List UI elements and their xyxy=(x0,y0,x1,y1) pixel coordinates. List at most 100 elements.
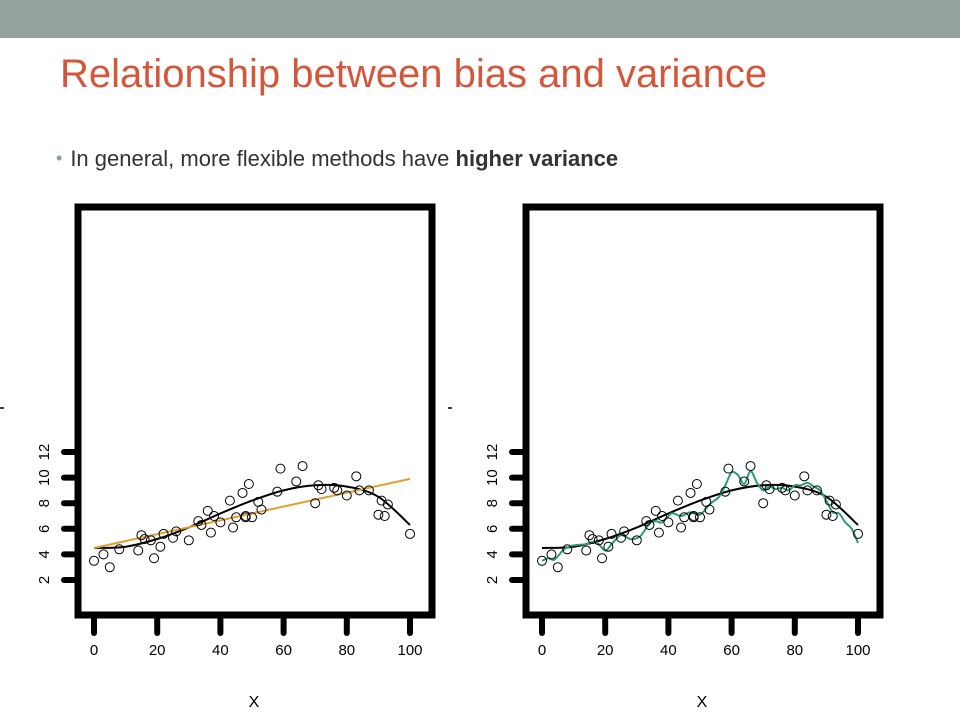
data-point xyxy=(275,463,286,474)
data-point xyxy=(799,471,810,482)
x-tick-label: 100 xyxy=(845,642,870,659)
data-point xyxy=(341,490,352,501)
data-point xyxy=(653,527,664,538)
data-point xyxy=(136,530,147,541)
data-point xyxy=(761,480,772,491)
data-point xyxy=(789,490,800,501)
data-point xyxy=(243,479,254,489)
data-point xyxy=(650,505,661,516)
x-axis-label: X xyxy=(697,694,708,711)
data-point xyxy=(104,562,115,573)
data-point xyxy=(676,522,687,533)
data-point xyxy=(382,499,393,510)
data-point xyxy=(631,535,642,546)
data-point xyxy=(780,485,791,496)
x-tick-label: 40 xyxy=(660,642,677,659)
data-point xyxy=(329,482,340,493)
data-point xyxy=(155,541,166,552)
data-point xyxy=(764,484,775,495)
y-tick-label: 4 xyxy=(484,550,501,558)
y-axis-label: Y xyxy=(448,402,456,413)
data-point xyxy=(209,511,220,521)
plot-frame xyxy=(522,203,884,619)
data-point xyxy=(691,479,702,489)
data-point xyxy=(603,541,614,552)
data-point xyxy=(240,512,251,523)
y-axis-label: Y xyxy=(0,402,8,413)
data-point xyxy=(193,516,204,527)
data-point xyxy=(158,528,169,539)
x-tick-label: 100 xyxy=(397,642,422,659)
data-point xyxy=(644,519,655,530)
data-point xyxy=(584,530,595,541)
data-point xyxy=(205,527,216,538)
chart-svg: 0 20 40 60 80 100 2 4 6 8 10 12 X Y xyxy=(0,203,436,711)
data-point xyxy=(597,553,608,564)
data-point xyxy=(546,549,557,560)
data-point xyxy=(202,505,213,516)
data-point xyxy=(256,504,267,515)
x-tick-label: 0 xyxy=(538,642,546,659)
bullet-text: In general, more flexible methods have xyxy=(70,146,456,171)
data-point xyxy=(695,512,705,523)
data-point xyxy=(811,485,822,496)
data-point xyxy=(133,545,144,556)
data-point xyxy=(581,545,592,556)
data-point xyxy=(720,486,731,497)
data-point xyxy=(171,526,182,537)
data-point xyxy=(224,495,235,506)
data-point xyxy=(827,511,838,521)
data-point xyxy=(587,534,598,545)
data-point xyxy=(745,461,756,472)
x-axis-label: X xyxy=(249,694,260,711)
data-point xyxy=(313,480,324,491)
data-point xyxy=(363,485,374,496)
data-point xyxy=(853,528,863,539)
data-point xyxy=(704,504,715,515)
data-point xyxy=(351,471,362,482)
x-tick-label: 60 xyxy=(275,642,292,659)
data-point xyxy=(237,487,248,498)
y-tick-label: 12 xyxy=(36,444,53,461)
y-tick-label: 4 xyxy=(36,550,53,558)
data-point xyxy=(552,562,563,573)
bullet-point: • In general, more flexible methods have … xyxy=(56,146,618,172)
data-point xyxy=(663,517,674,528)
data-point xyxy=(332,485,343,496)
data-point xyxy=(405,528,415,539)
y-tick-label: 8 xyxy=(484,499,501,507)
data-point xyxy=(168,532,178,543)
data-point xyxy=(688,512,699,523)
data-point xyxy=(196,519,207,530)
y-tick-label: 12 xyxy=(484,444,501,461)
data-point xyxy=(739,476,750,487)
data-point xyxy=(593,535,604,546)
y-tick-label: 6 xyxy=(36,525,53,533)
data-point xyxy=(291,476,302,487)
data-point xyxy=(379,511,390,521)
data-point xyxy=(310,498,321,509)
x-tick-label: 0 xyxy=(90,642,98,659)
data-point xyxy=(537,555,547,566)
data-point xyxy=(139,534,150,545)
data-point xyxy=(821,509,832,520)
data-point xyxy=(373,509,384,520)
x-tick-label: 40 xyxy=(212,642,229,659)
y-tick-label: 10 xyxy=(36,469,53,486)
plot-frame xyxy=(74,203,436,619)
data-point xyxy=(89,555,99,566)
data-point xyxy=(247,512,257,523)
data-point xyxy=(606,528,617,539)
data-point xyxy=(228,522,239,533)
x-tick-label: 20 xyxy=(149,642,166,659)
x-tick-label: 80 xyxy=(786,642,803,659)
bullet-dot-icon: • xyxy=(56,148,63,168)
data-point xyxy=(114,544,125,555)
data-point xyxy=(297,461,308,472)
data-point xyxy=(723,463,734,474)
linear-fit-line xyxy=(93,477,411,549)
data-point xyxy=(316,484,327,495)
slide-title: Relationship between bias and variance xyxy=(60,52,768,96)
y-tick-label: 2 xyxy=(484,576,501,584)
data-point xyxy=(758,498,769,509)
